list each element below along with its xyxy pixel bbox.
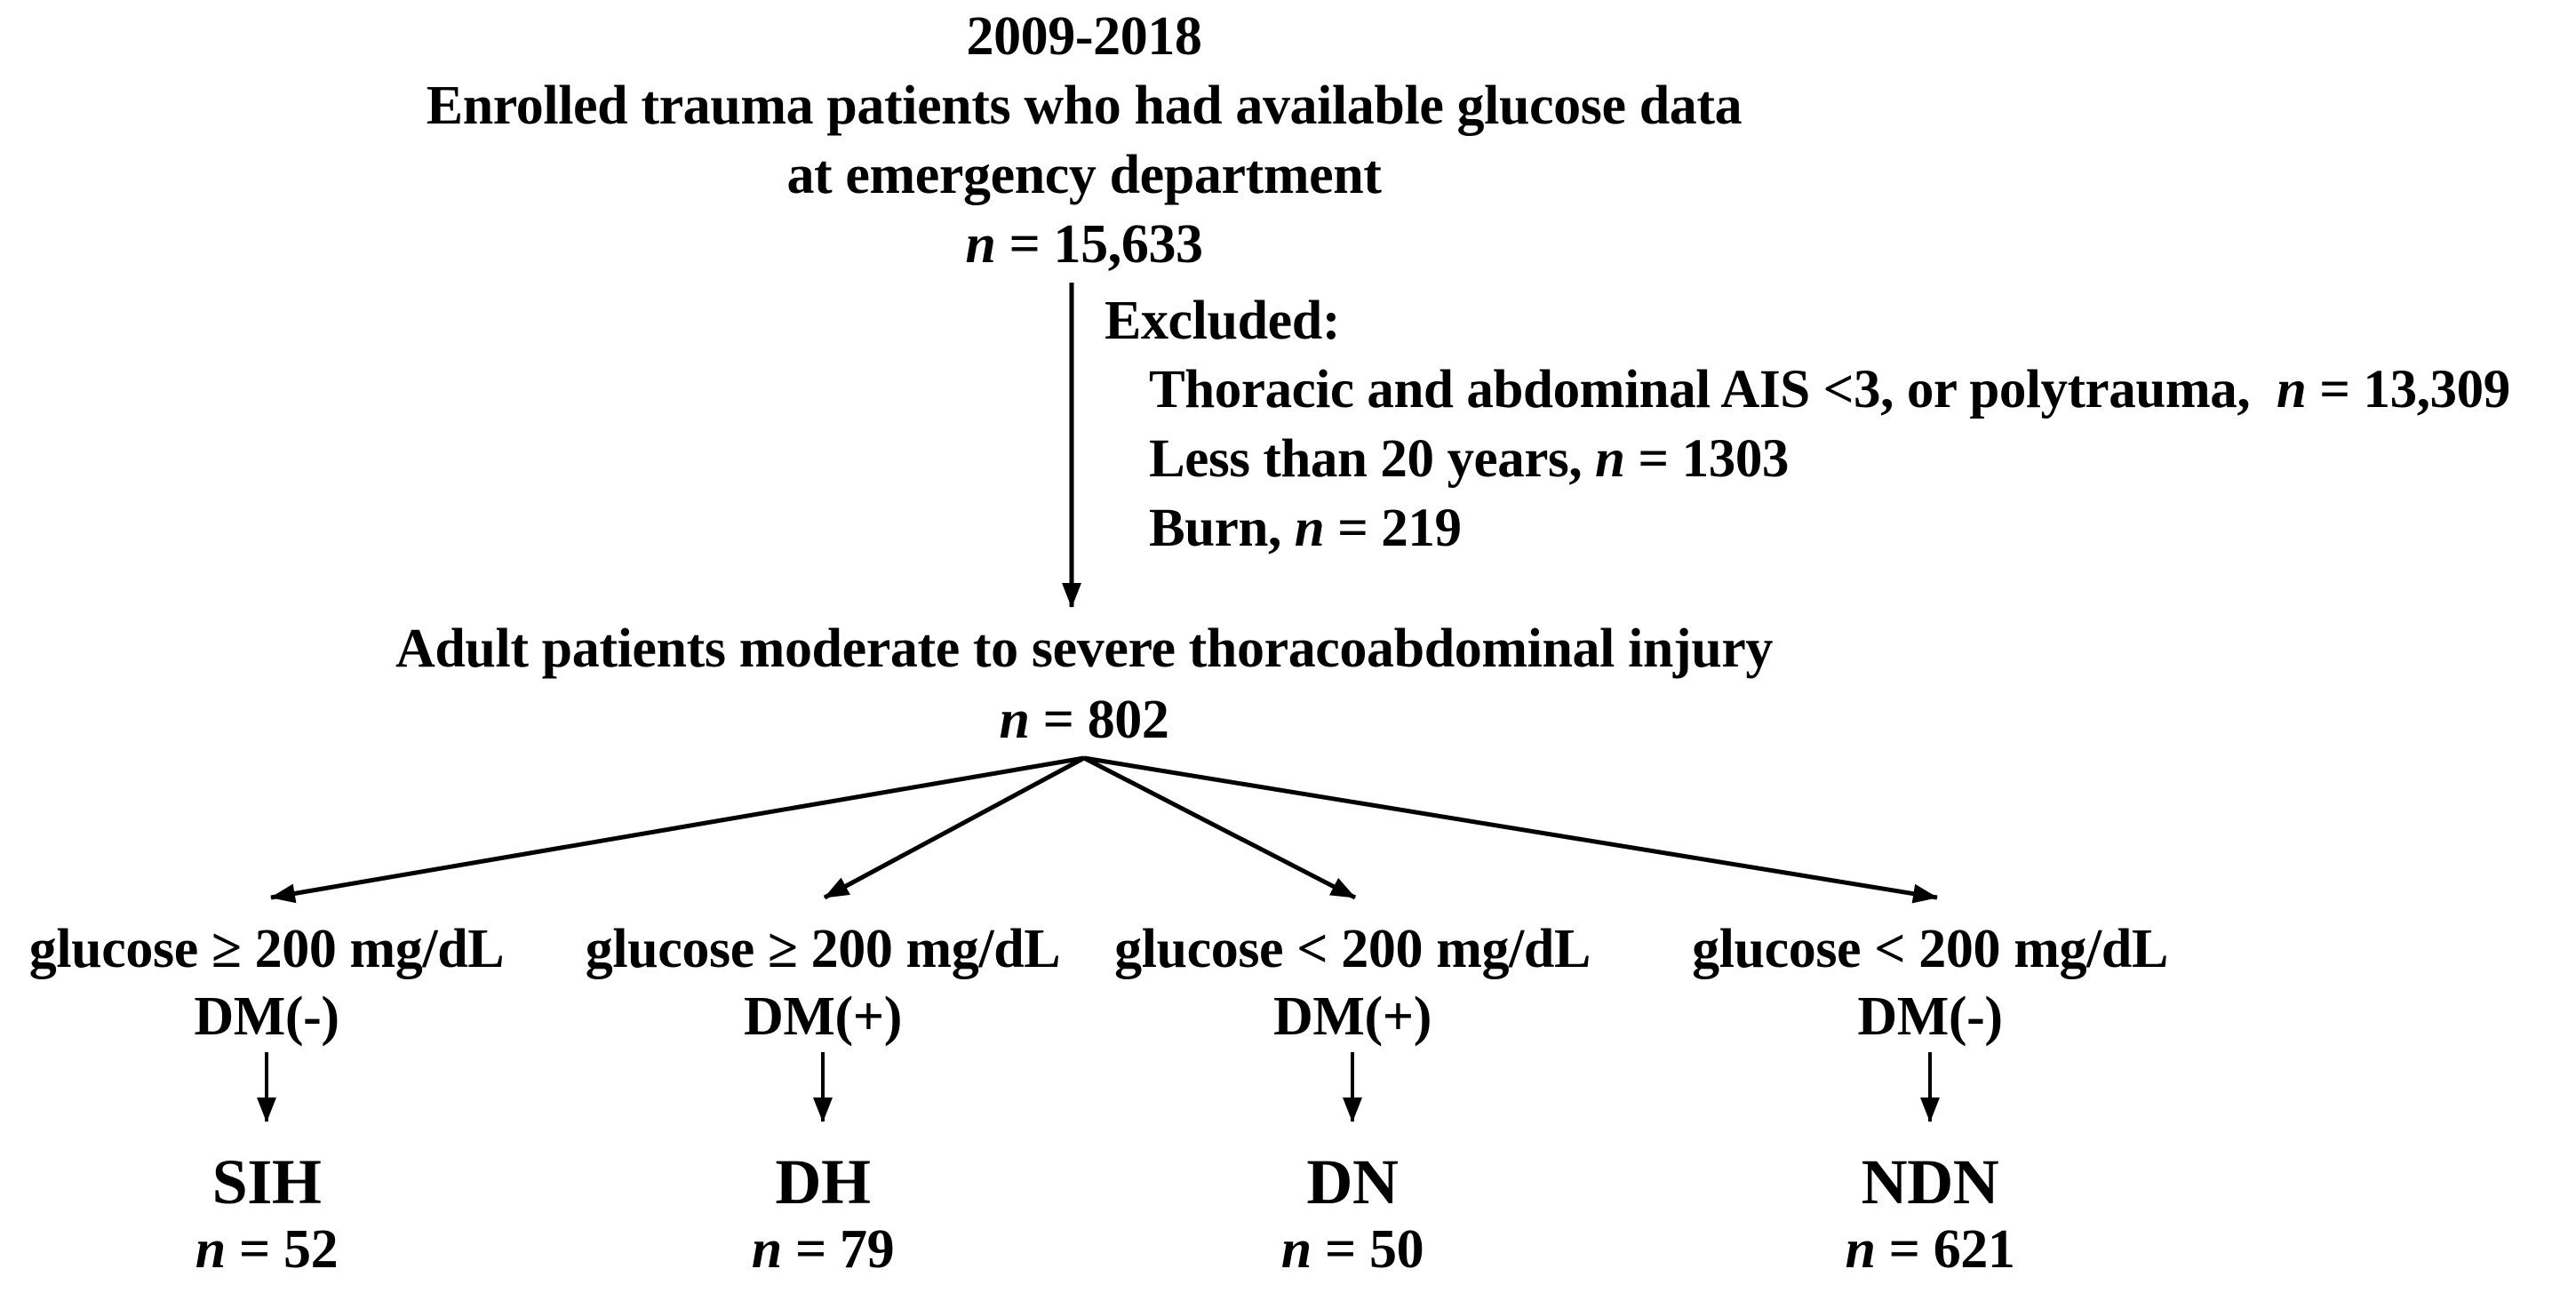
adult-cohort-description: Adult patients moderate to severe thorac… — [395, 619, 1774, 679]
top-cohort-box: 2009-2018 Enrolled trauma patients who h… — [218, 2, 1950, 279]
top-cohort-description-line2: at emergency department — [786, 145, 1382, 205]
branch-arrow-1-icon — [270, 755, 1085, 904]
branch-condition: glucose ≥ 200 mg/dL — [585, 919, 1061, 979]
group-count: n = 79 — [538, 1221, 1107, 1278]
n-symbol: n — [751, 1219, 782, 1280]
n-symbol: n — [1294, 499, 1325, 558]
branch-dm-status: DM(-) — [1857, 986, 2003, 1047]
excluded-item-text: Less than 20 years, — [1149, 429, 1596, 489]
branch-condition: glucose ≥ 200 mg/dL — [28, 919, 505, 979]
group-label: NDN — [1861, 1146, 1999, 1217]
branch-dm-status: DM(-) — [194, 986, 339, 1047]
n-value: = 219 — [1324, 499, 1462, 558]
group-count: n = 50 — [1068, 1221, 1637, 1278]
branch-arrow-3-icon — [1082, 755, 1357, 900]
n-value: = 621 — [1875, 1219, 2015, 1280]
branch-arrow-gap — [1646, 1050, 2214, 1143]
branch-arrow-4-icon — [1083, 755, 1938, 904]
n-value: = 15,633 — [995, 214, 1204, 275]
n-symbol: n — [2276, 360, 2307, 419]
n-value: = 50 — [1311, 1219, 1424, 1280]
branch-column-dh: glucose ≥ 200 mg/dL DM(+) DH n = 79 — [538, 915, 1107, 1278]
excluded-item: Thoracic and abdominal AIS <3, or polytr… — [1105, 355, 2510, 425]
n-value: = 802 — [1029, 690, 1169, 750]
excluded-item-text: Thoracic and abdominal AIS <3, or polytr… — [1149, 360, 2277, 419]
group-count: n = 621 — [1646, 1221, 2214, 1278]
branch-arrow-gap — [0, 1050, 551, 1143]
branch-column-ndn: glucose < 200 mg/dL DM(-) NDN n = 621 — [1646, 915, 2214, 1278]
n-value: = 1303 — [1624, 429, 1790, 489]
n-symbol: n — [1595, 429, 1625, 489]
n-value: = 79 — [781, 1219, 895, 1280]
adult-cohort-box: Adult patients moderate to severe thorac… — [218, 613, 1950, 755]
branch-column-sih: glucose ≥ 200 mg/dL DM(-) SIH n = 52 — [0, 915, 551, 1278]
n-symbol: n — [1280, 1219, 1312, 1280]
study-period: 2009-2018 — [966, 6, 1202, 67]
n-value: = 13,309 — [2306, 360, 2510, 419]
top-cohort-description-line1: Enrolled trauma patients who had availab… — [426, 76, 1743, 136]
branch-arrow-2-icon — [823, 755, 1086, 900]
n-value: = 52 — [225, 1219, 339, 1280]
n-symbol: n — [195, 1219, 226, 1280]
branch-dm-status: DM(+) — [744, 986, 902, 1047]
excluded-item: Burn, n = 219 — [1105, 494, 2510, 563]
excluded-box: Excluded: Thoracic and abdominal AIS <3,… — [1105, 286, 2510, 563]
excluded-title: Excluded: — [1105, 291, 1341, 351]
group-label: SIH — [211, 1146, 322, 1217]
n-symbol: n — [965, 214, 996, 275]
excluded-item-text: Burn, — [1149, 499, 1295, 558]
branch-arrow-gap — [1068, 1050, 1637, 1143]
adult-cohort-count: n = 802 — [218, 684, 1950, 755]
group-label: DH — [775, 1146, 871, 1217]
excluded-item: Less than 20 years, n = 1303 — [1105, 425, 2510, 494]
branch-arrow-gap — [538, 1050, 1107, 1143]
branch-column-dn: glucose < 200 mg/dL DM(+) DN n = 50 — [1068, 915, 1637, 1278]
n-symbol: n — [999, 690, 1030, 750]
branch-dm-status: DM(+) — [1273, 986, 1432, 1047]
group-label: DN — [1306, 1146, 1399, 1217]
group-count: n = 52 — [0, 1221, 551, 1278]
top-cohort-count: n = 15,633 — [218, 210, 1950, 279]
n-symbol: n — [1845, 1219, 1876, 1280]
branch-condition: glucose < 200 mg/dL — [1114, 919, 1591, 979]
branch-condition: glucose < 200 mg/dL — [1692, 919, 2168, 979]
